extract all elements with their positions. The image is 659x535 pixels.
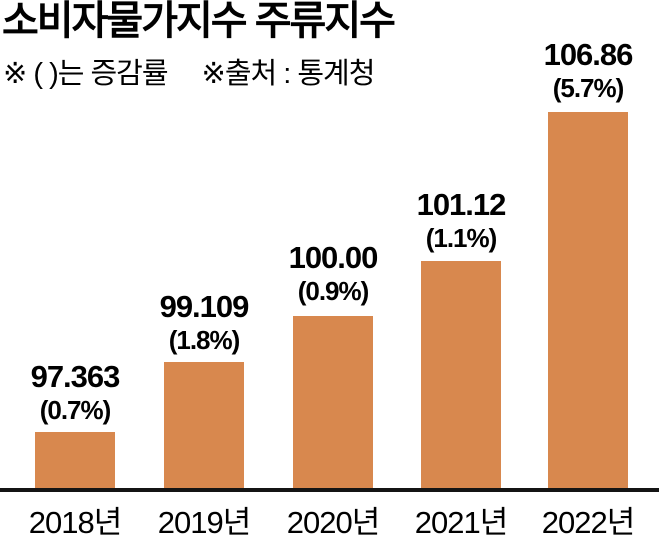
x-axis-label-2022: 2022년 [541,505,635,535]
bar-label-2019: 99.109 (1.8%) [119,291,289,353]
bar-label-2018: 97.363 (0.7%) [0,361,160,423]
pct-label: (0.9%) [297,276,370,306]
chart-subtitle: ※ ( )는 증감률 ※출처 : 통계청 [3,50,376,92]
bar-label-2021: 101.12 (1.1%) [376,189,546,251]
pct-label: (5.7%) [552,73,625,103]
bar-2022 [548,112,628,488]
x-axis-label-2021: 2021년 [414,505,508,535]
value-label: 97.363 [30,359,121,394]
pct-label: (1.8%) [168,325,241,355]
x-axis-line [0,488,659,492]
bar-2019 [164,362,244,488]
chart-title: 소비자물가지수 주류지수 [2,0,396,43]
value-label: 100.00 [288,240,379,275]
x-axis-label-2020: 2020년 [286,505,380,535]
pct-label: (0.7%) [39,395,112,425]
source-note: ※출처 : 통계청 [201,58,376,90]
value-label: 99.109 [159,289,250,324]
value-label: 101.12 [416,187,507,222]
note-change-rate: ※ ( )는 증감률 [3,58,169,90]
value-label: 106.86 [543,37,634,72]
bar-2020 [293,316,373,488]
x-axis-label-2018: 2018년 [28,505,122,535]
pct-label: (1.1%) [425,223,498,253]
bar-label-2022: 106.86 (5.7%) [503,39,659,101]
x-axis-label-2019: 2019년 [157,505,251,535]
bar-label-2020: 100.00 (0.9%) [248,242,418,304]
bar-2021 [421,261,501,488]
bar-2018 [35,432,115,488]
